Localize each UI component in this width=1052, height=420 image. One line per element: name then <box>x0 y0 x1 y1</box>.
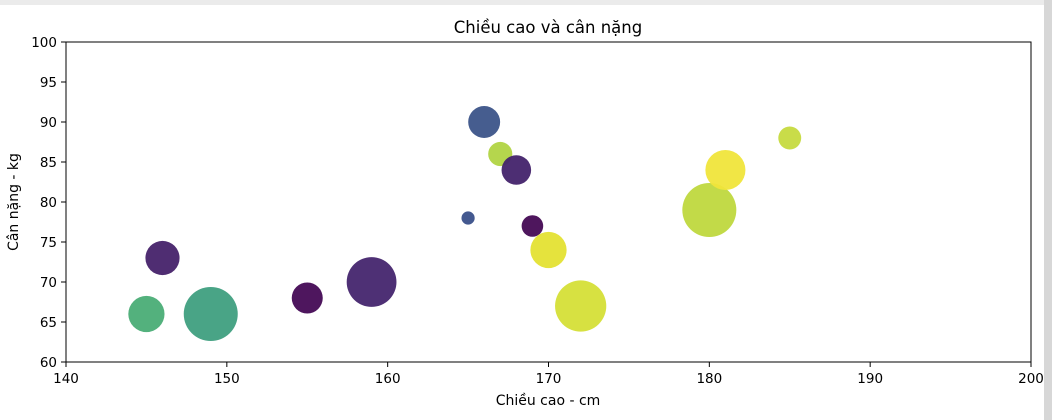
scatter-point <box>778 126 802 150</box>
y-tick-label: 75 <box>40 235 57 251</box>
scatter-point <box>501 155 532 185</box>
chart-title: Chiều cao và cân nặng <box>454 18 642 37</box>
scatter-point <box>682 183 737 237</box>
window-edge <box>1044 0 1052 420</box>
scatter-point <box>183 287 238 341</box>
data-points <box>128 106 802 341</box>
scatter-point <box>521 215 544 237</box>
y-tick-label: 65 <box>40 315 57 331</box>
x-tick-label: 170 <box>536 371 562 387</box>
y-tick-label: 85 <box>40 155 57 171</box>
scatter-point <box>291 282 323 314</box>
y-tick-label: 95 <box>40 75 57 91</box>
scatter-point <box>128 295 165 333</box>
x-tick-label: 140 <box>53 371 79 387</box>
x-tick-label: 200 <box>1018 371 1044 387</box>
y-tick-label: 70 <box>40 275 57 291</box>
scatter-point <box>555 280 607 332</box>
scatter-point <box>468 106 501 138</box>
x-tick-label: 190 <box>857 371 883 387</box>
scatter-point <box>145 240 180 276</box>
y-tick-label: 90 <box>40 115 57 131</box>
scatter-point <box>461 211 475 225</box>
scatter-point <box>530 231 567 269</box>
y-tick-label: 80 <box>40 195 57 211</box>
figure-background <box>0 5 1044 420</box>
x-tick-label: 160 <box>375 371 401 387</box>
scatter-point <box>705 149 746 191</box>
x-axis-title: Chiều cao - cm <box>496 392 601 409</box>
plot-frame <box>65 41 1032 363</box>
x-tick-label: 180 <box>696 371 722 387</box>
axis-ticks: 140 150 160 170 180 190 200 60 65 70 75 80 85 90 95 100 <box>31 35 1044 387</box>
y-tick-label: 100 <box>31 35 57 51</box>
y-axis-title: Cân nặng - kg <box>6 153 22 251</box>
scatter-point <box>346 257 397 307</box>
x-tick-label: 150 <box>214 371 240 387</box>
y-tick-label: 60 <box>40 355 57 371</box>
